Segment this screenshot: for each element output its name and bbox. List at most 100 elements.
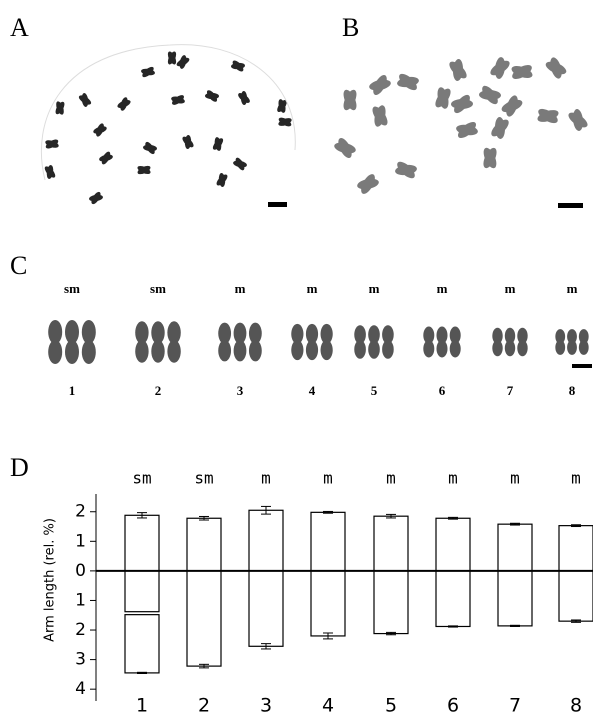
error-bar (386, 513, 396, 519)
arm-class-label: sm (194, 469, 213, 488)
karyotype-chromatid (555, 340, 566, 355)
chromosome (101, 151, 111, 165)
x-tick-label: 8 (570, 695, 582, 717)
karyotype-chromatid (151, 321, 165, 344)
karyotype-chromatid (436, 326, 448, 344)
chromosome (494, 57, 506, 79)
arm-bar (248, 570, 284, 647)
arm-bar (186, 517, 222, 572)
arm-class-label: m (510, 469, 520, 488)
chromosome (137, 165, 151, 175)
panel-label: D (10, 453, 29, 482)
arm-bar (373, 570, 409, 635)
karyotype-chromatid (48, 320, 63, 344)
arm-bar (310, 570, 346, 637)
chromosome (182, 136, 194, 148)
karyotype-chromatid (151, 340, 165, 363)
karyotype-chromatid (578, 329, 589, 344)
chromosome (343, 89, 357, 111)
x-tick-label: 1 (136, 695, 148, 717)
karyotype-chromatid (436, 340, 448, 358)
chromosome (214, 137, 222, 151)
chromosome (167, 51, 177, 65)
karyotype-chromatid (368, 340, 380, 359)
chromosome (44, 166, 56, 178)
karyotype-chromatid (65, 340, 79, 364)
karyotype-chromatid (555, 329, 566, 344)
error-bar (199, 663, 209, 669)
karyotype-chromatid (354, 340, 366, 359)
y-axis-title: Arm length (rel. %) (43, 518, 58, 642)
chromosome (233, 160, 247, 168)
arm-bar (497, 523, 533, 572)
arm-bar (373, 515, 409, 572)
karyotype-chromatid (368, 325, 380, 344)
y-tick-label: 1 (75, 590, 86, 610)
karyotype-chromatid (167, 340, 181, 363)
karyotype-chromatid (48, 340, 63, 364)
arm-bar (558, 525, 593, 572)
karyotype-chromatid (233, 322, 247, 344)
chromosome (172, 95, 184, 105)
karyotype-chromatid (135, 340, 149, 363)
karyotype-class: m (307, 281, 318, 296)
chromosome (96, 123, 104, 137)
chromosome (231, 62, 245, 70)
karyotype-chromatid (449, 326, 461, 344)
karyotype-chromatid (517, 340, 528, 357)
karyotype-chromatid (305, 323, 319, 345)
karyotype-chromatid (320, 323, 333, 345)
chromosome (373, 75, 387, 95)
karyotype-chromatid (382, 340, 394, 359)
karyotype-chromatid (492, 340, 503, 357)
karyotype-chromatid (382, 325, 394, 344)
karyotype-chromatid (423, 326, 435, 344)
karyotype-chromatid (492, 327, 503, 344)
chromosome (495, 117, 505, 139)
karyotype-number: 4 (309, 383, 316, 398)
karyotype-chromatid (320, 340, 333, 361)
chromosome (218, 173, 226, 187)
arm-bar (186, 570, 222, 667)
chromosome (45, 139, 59, 149)
chromosome (56, 101, 64, 115)
error-bar (510, 522, 520, 526)
chromosome (205, 92, 219, 100)
karyotype-chromatid (81, 340, 96, 364)
panel-label: B (342, 13, 359, 42)
error-bar (448, 516, 458, 520)
karyotype-number: 5 (371, 383, 378, 398)
arm-bar (497, 570, 533, 627)
arm-class-label: m (448, 469, 458, 488)
y-tick-label: 0 (75, 561, 86, 581)
chromosome (454, 94, 470, 114)
error-bar (261, 505, 271, 515)
karyotype-number: 1 (69, 383, 76, 398)
karyotype-number: 7 (507, 383, 514, 398)
karyotype-chromatid (291, 340, 304, 361)
y-tick-label: 2 (75, 502, 86, 522)
karyotype-class: m (437, 281, 448, 296)
chromosome (512, 65, 532, 79)
chromosome (142, 66, 154, 78)
karyotype-number: 3 (237, 383, 244, 398)
arm-class-label: m (261, 469, 271, 488)
karyotype-chromatid (248, 340, 262, 362)
arm-bar (435, 517, 471, 572)
karyotype-chromatid (354, 325, 366, 344)
karyotype-number: 6 (439, 383, 446, 398)
chromosome (334, 142, 356, 154)
micrographs (41, 44, 589, 364)
panel-label: A (10, 13, 29, 42)
karyotype-chromatid (218, 340, 232, 362)
chromosome (506, 95, 518, 117)
karyotype-class: m (505, 281, 516, 296)
arm-bar (435, 570, 471, 628)
karyotype-chromatid (578, 340, 589, 355)
x-tick-label: 4 (322, 695, 334, 717)
y-tick-label: 4 (75, 679, 86, 699)
karyotype-chromatid (567, 340, 577, 355)
error-bar (571, 619, 581, 623)
x-tick-label: 6 (447, 695, 459, 717)
